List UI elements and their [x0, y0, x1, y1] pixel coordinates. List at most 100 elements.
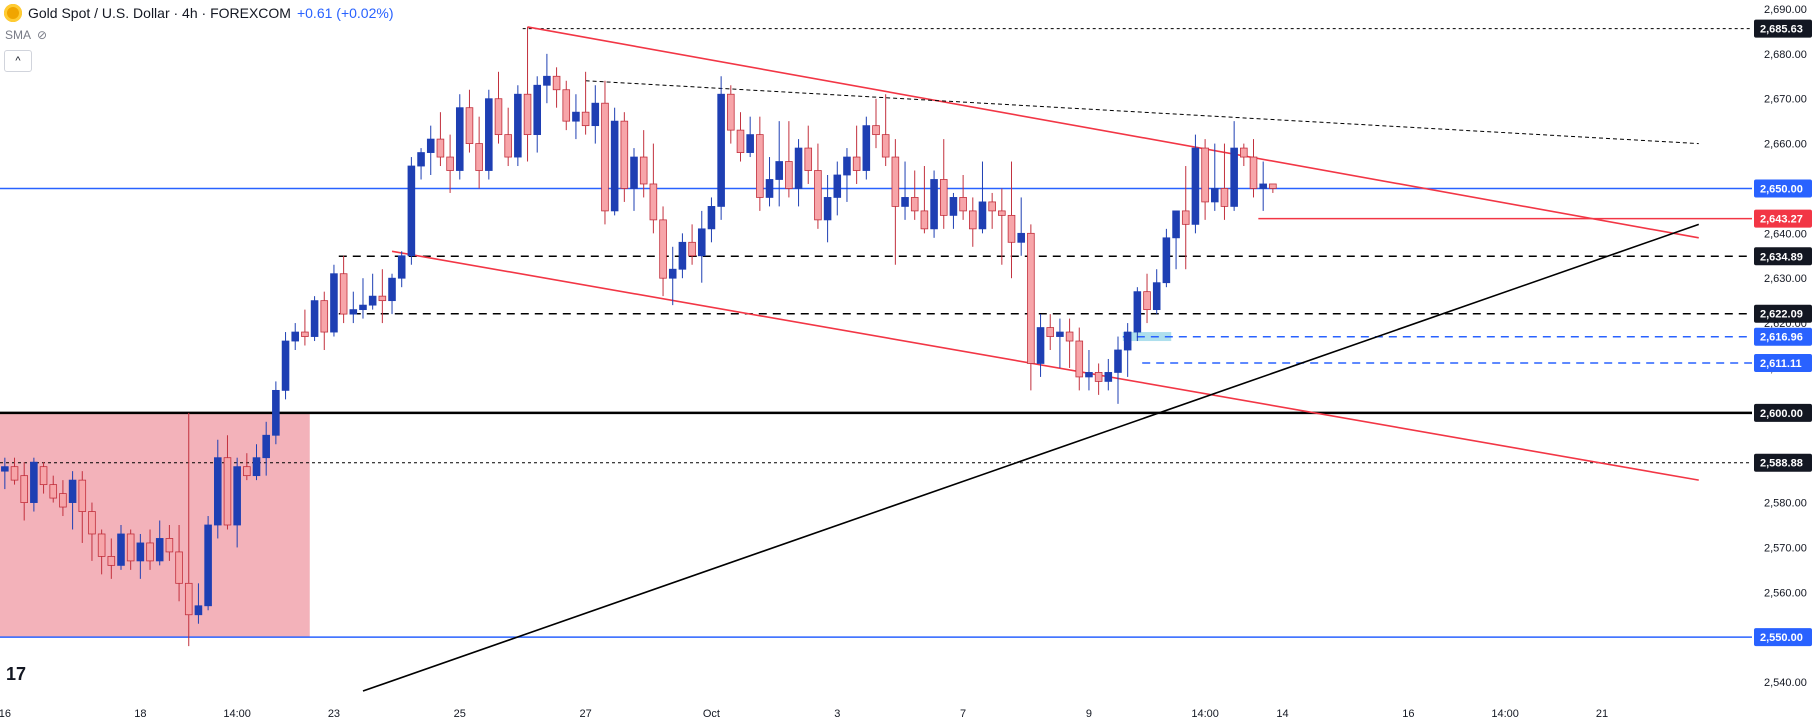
candle-body [581, 111, 590, 127]
candle-body [1017, 232, 1025, 243]
candle-body [562, 89, 571, 122]
x-tick-label: 16 [1402, 708, 1414, 720]
candle-body [862, 125, 871, 171]
candle-body [727, 93, 735, 131]
x-tick-label: 7 [960, 708, 966, 720]
price-label: 2,643.27 [1760, 214, 1803, 226]
candle-body [1075, 340, 1084, 378]
price-label-box [1754, 247, 1812, 266]
y-tick-label: 2,560.00 [1764, 587, 1807, 599]
y-tick-label: 2,670.00 [1764, 94, 1807, 106]
candle-body [281, 340, 290, 391]
candle-body [88, 511, 96, 535]
candle-body [49, 484, 58, 499]
y-tick-label: 2,540.00 [1764, 677, 1807, 689]
candle-body [252, 457, 261, 477]
pink-zone [0, 412, 310, 638]
candle-body [330, 273, 338, 333]
candle-body [465, 107, 474, 144]
x-tick-label: 27 [579, 708, 591, 720]
x-tick-label: 14 [1276, 708, 1288, 720]
candle-body [639, 156, 648, 185]
x-tick-label: 14:00 [1191, 708, 1219, 720]
tradingview-logo-icon[interactable]: 17 [6, 664, 27, 684]
price-label-box [1754, 304, 1812, 323]
candle-body [649, 183, 658, 221]
candle-body [184, 582, 193, 616]
x-tick-label: 21 [1596, 708, 1608, 720]
candle-body [262, 434, 270, 459]
candle-body [1007, 214, 1016, 243]
x-tick-label: 14:00 [223, 708, 251, 720]
price-label-box [1754, 453, 1812, 472]
x-tick-label: 18 [134, 708, 146, 720]
candle-body [1152, 282, 1161, 311]
candle-body [543, 75, 551, 86]
x-tick-label: 16 [0, 708, 11, 720]
candle-body [291, 331, 300, 342]
price-label-box [1754, 179, 1812, 198]
candle-body [1191, 147, 1200, 225]
candle-body [794, 147, 803, 189]
price-label: 2,600.00 [1760, 408, 1803, 420]
candle-body [175, 551, 183, 584]
candle-body [969, 210, 977, 230]
candle-body [1114, 349, 1122, 373]
candle-body [1230, 147, 1238, 207]
x-tick-label: 9 [1086, 708, 1092, 720]
candle-body [736, 129, 745, 153]
price-label-box [1754, 353, 1812, 372]
candle-body [814, 170, 822, 221]
x-tick-label: 25 [454, 708, 466, 720]
candle-body [117, 533, 125, 566]
candle-body [204, 524, 212, 607]
candle-body [707, 206, 716, 230]
candle-body [1259, 183, 1267, 189]
candle-body [1056, 331, 1064, 337]
candle-body [1036, 327, 1045, 364]
candle-body [591, 102, 600, 127]
y-tick-label: 2,570.00 [1764, 542, 1807, 554]
price-label: 2,622.09 [1760, 309, 1803, 321]
candle-body [939, 179, 948, 216]
candle-body [1027, 232, 1035, 364]
candle-body [426, 138, 435, 153]
candle-body [533, 84, 542, 136]
candle-body [901, 197, 909, 207]
candle-body [136, 542, 145, 562]
price-label: 2,616.96 [1760, 332, 1803, 344]
price-label: 2,588.88 [1760, 458, 1803, 470]
candle-body [552, 75, 561, 91]
candle-body [697, 228, 706, 257]
candle-body [1249, 156, 1258, 189]
candle-body [746, 134, 754, 153]
candle-body [1085, 372, 1093, 378]
candle-body [485, 98, 493, 171]
candle-body [678, 241, 687, 270]
candle-body [39, 466, 48, 486]
candle-body [301, 331, 309, 337]
candle-body [843, 156, 851, 176]
candle-body [1143, 291, 1151, 311]
eye-hidden-icon[interactable]: ⊘ [37, 28, 48, 42]
candle-body [146, 542, 154, 562]
collapse-legend-button[interactable]: ^ [4, 50, 32, 72]
candle-body [823, 197, 832, 221]
indicator-name[interactable]: SMA [5, 28, 32, 42]
symbol-header: Gold Spot / U.S. Dollar · 4h · FOREXCOM … [4, 4, 393, 22]
candle-body [78, 479, 87, 512]
candle-body [368, 295, 377, 306]
candle-body [949, 197, 958, 216]
candle-body [930, 179, 938, 230]
candle-body [688, 241, 696, 257]
candle-body [233, 466, 241, 526]
candle-body [97, 533, 106, 557]
symbol-title[interactable]: Gold Spot / U.S. Dollar · 4h · FOREXCOM [28, 5, 291, 21]
candle-body [891, 156, 900, 207]
candle-body [1123, 331, 1132, 351]
trend-line [391, 250, 1699, 481]
indicator-legend[interactable]: SMA ⊘ [5, 28, 47, 42]
candle-body [10, 466, 19, 481]
y-tick-label: 2,580.00 [1764, 498, 1807, 510]
price-label: 2,611.11 [1760, 358, 1802, 370]
